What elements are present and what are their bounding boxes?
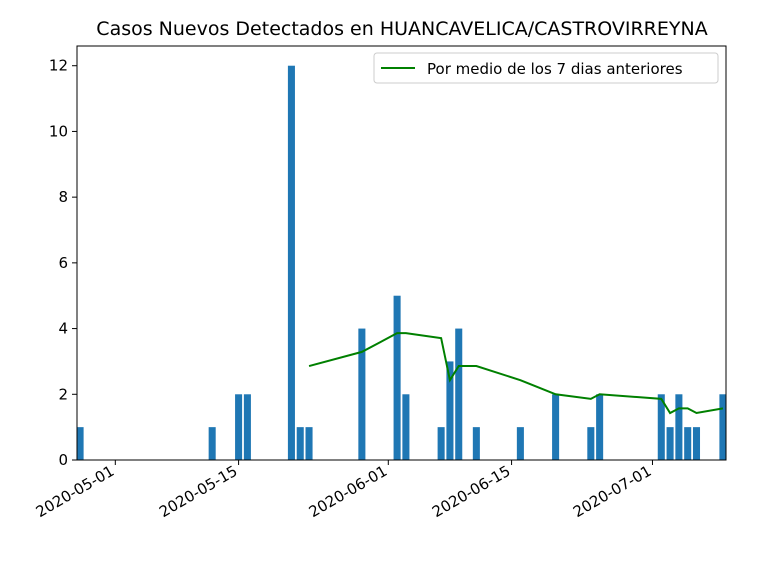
y-tick-label: 12 — [49, 57, 68, 75]
y-tick-label: 0 — [58, 451, 68, 469]
bar — [684, 427, 692, 460]
bar — [208, 427, 216, 460]
y-tick-label: 2 — [58, 385, 68, 403]
bar — [455, 328, 463, 460]
legend-label: Por medio de los 7 dias anteriores — [427, 60, 683, 78]
bar — [675, 394, 683, 460]
bar — [472, 427, 480, 460]
bar — [77, 427, 84, 460]
bars-group — [77, 65, 726, 460]
bar — [596, 394, 604, 460]
moving-average-group — [308, 332, 724, 415]
legend: Por medio de los 7 dias anteriores — [373, 52, 719, 84]
bar — [516, 427, 524, 460]
legend-box — [373, 52, 719, 84]
y-tick-label: 10 — [49, 122, 68, 140]
y-tick-label: 8 — [58, 188, 68, 206]
bar — [437, 427, 445, 460]
bar — [358, 328, 366, 460]
bar — [243, 394, 251, 460]
moving-average-line — [308, 332, 724, 415]
bar — [657, 394, 665, 460]
y-tick-label: 4 — [58, 320, 68, 338]
bar — [552, 394, 560, 460]
bar — [719, 394, 726, 460]
bar — [296, 427, 304, 460]
y-tick-label: 6 — [58, 254, 68, 272]
bar — [235, 394, 243, 460]
bar — [587, 427, 595, 460]
y-axis: 0 2 4 6 8 10 12 — [49, 57, 77, 469]
axes-frame — [76, 45, 727, 461]
bar — [305, 427, 313, 460]
bar — [692, 427, 701, 460]
bar — [446, 361, 454, 460]
bar — [666, 427, 674, 460]
bar — [402, 394, 410, 460]
bar — [287, 65, 295, 460]
chart-title: Casos Nuevos Detectados en HUANCAVELICA/… — [96, 18, 707, 40]
bar — [393, 295, 401, 460]
